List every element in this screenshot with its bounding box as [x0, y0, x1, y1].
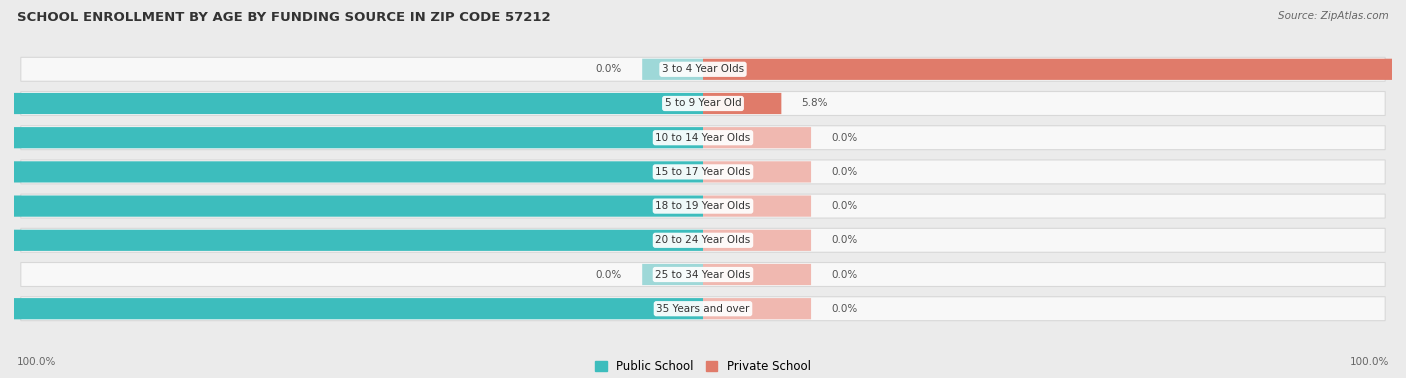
FancyBboxPatch shape — [21, 194, 1385, 218]
Text: 5.8%: 5.8% — [801, 99, 828, 108]
Text: Source: ZipAtlas.com: Source: ZipAtlas.com — [1278, 11, 1389, 21]
Text: 35 Years and over: 35 Years and over — [657, 304, 749, 314]
FancyBboxPatch shape — [21, 297, 1385, 321]
FancyBboxPatch shape — [21, 228, 1385, 252]
FancyBboxPatch shape — [0, 230, 703, 251]
FancyBboxPatch shape — [21, 126, 1385, 150]
FancyBboxPatch shape — [703, 127, 811, 148]
Legend: Public School, Private School: Public School, Private School — [595, 360, 811, 373]
Text: 100.0%: 100.0% — [1350, 357, 1389, 367]
FancyBboxPatch shape — [703, 161, 811, 183]
Text: 10 to 14 Year Olds: 10 to 14 Year Olds — [655, 133, 751, 143]
FancyBboxPatch shape — [703, 93, 782, 114]
Text: 20 to 24 Year Olds: 20 to 24 Year Olds — [655, 235, 751, 245]
FancyBboxPatch shape — [703, 264, 811, 285]
FancyBboxPatch shape — [703, 230, 811, 251]
FancyBboxPatch shape — [21, 91, 1385, 115]
Text: 0.0%: 0.0% — [831, 201, 858, 211]
FancyBboxPatch shape — [0, 195, 703, 217]
Text: 0.0%: 0.0% — [831, 304, 858, 314]
FancyBboxPatch shape — [0, 127, 703, 148]
FancyBboxPatch shape — [0, 161, 703, 183]
Text: 0.0%: 0.0% — [831, 235, 858, 245]
FancyBboxPatch shape — [21, 160, 1385, 184]
FancyBboxPatch shape — [703, 195, 811, 217]
FancyBboxPatch shape — [643, 59, 703, 80]
Text: 0.0%: 0.0% — [831, 167, 858, 177]
Text: 100.0%: 100.0% — [17, 357, 56, 367]
Text: 5 to 9 Year Old: 5 to 9 Year Old — [665, 99, 741, 108]
FancyBboxPatch shape — [21, 263, 1385, 287]
FancyBboxPatch shape — [21, 57, 1385, 81]
Text: SCHOOL ENROLLMENT BY AGE BY FUNDING SOURCE IN ZIP CODE 57212: SCHOOL ENROLLMENT BY AGE BY FUNDING SOUR… — [17, 11, 551, 24]
Text: 0.0%: 0.0% — [596, 270, 621, 279]
FancyBboxPatch shape — [643, 264, 703, 285]
Text: 3 to 4 Year Olds: 3 to 4 Year Olds — [662, 64, 744, 74]
FancyBboxPatch shape — [703, 298, 811, 319]
Text: 18 to 19 Year Olds: 18 to 19 Year Olds — [655, 201, 751, 211]
FancyBboxPatch shape — [0, 93, 703, 114]
Text: 0.0%: 0.0% — [831, 133, 858, 143]
Text: 15 to 17 Year Olds: 15 to 17 Year Olds — [655, 167, 751, 177]
FancyBboxPatch shape — [703, 59, 1406, 80]
Text: 25 to 34 Year Olds: 25 to 34 Year Olds — [655, 270, 751, 279]
Text: 0.0%: 0.0% — [831, 270, 858, 279]
FancyBboxPatch shape — [0, 298, 703, 319]
Text: 0.0%: 0.0% — [596, 64, 621, 74]
